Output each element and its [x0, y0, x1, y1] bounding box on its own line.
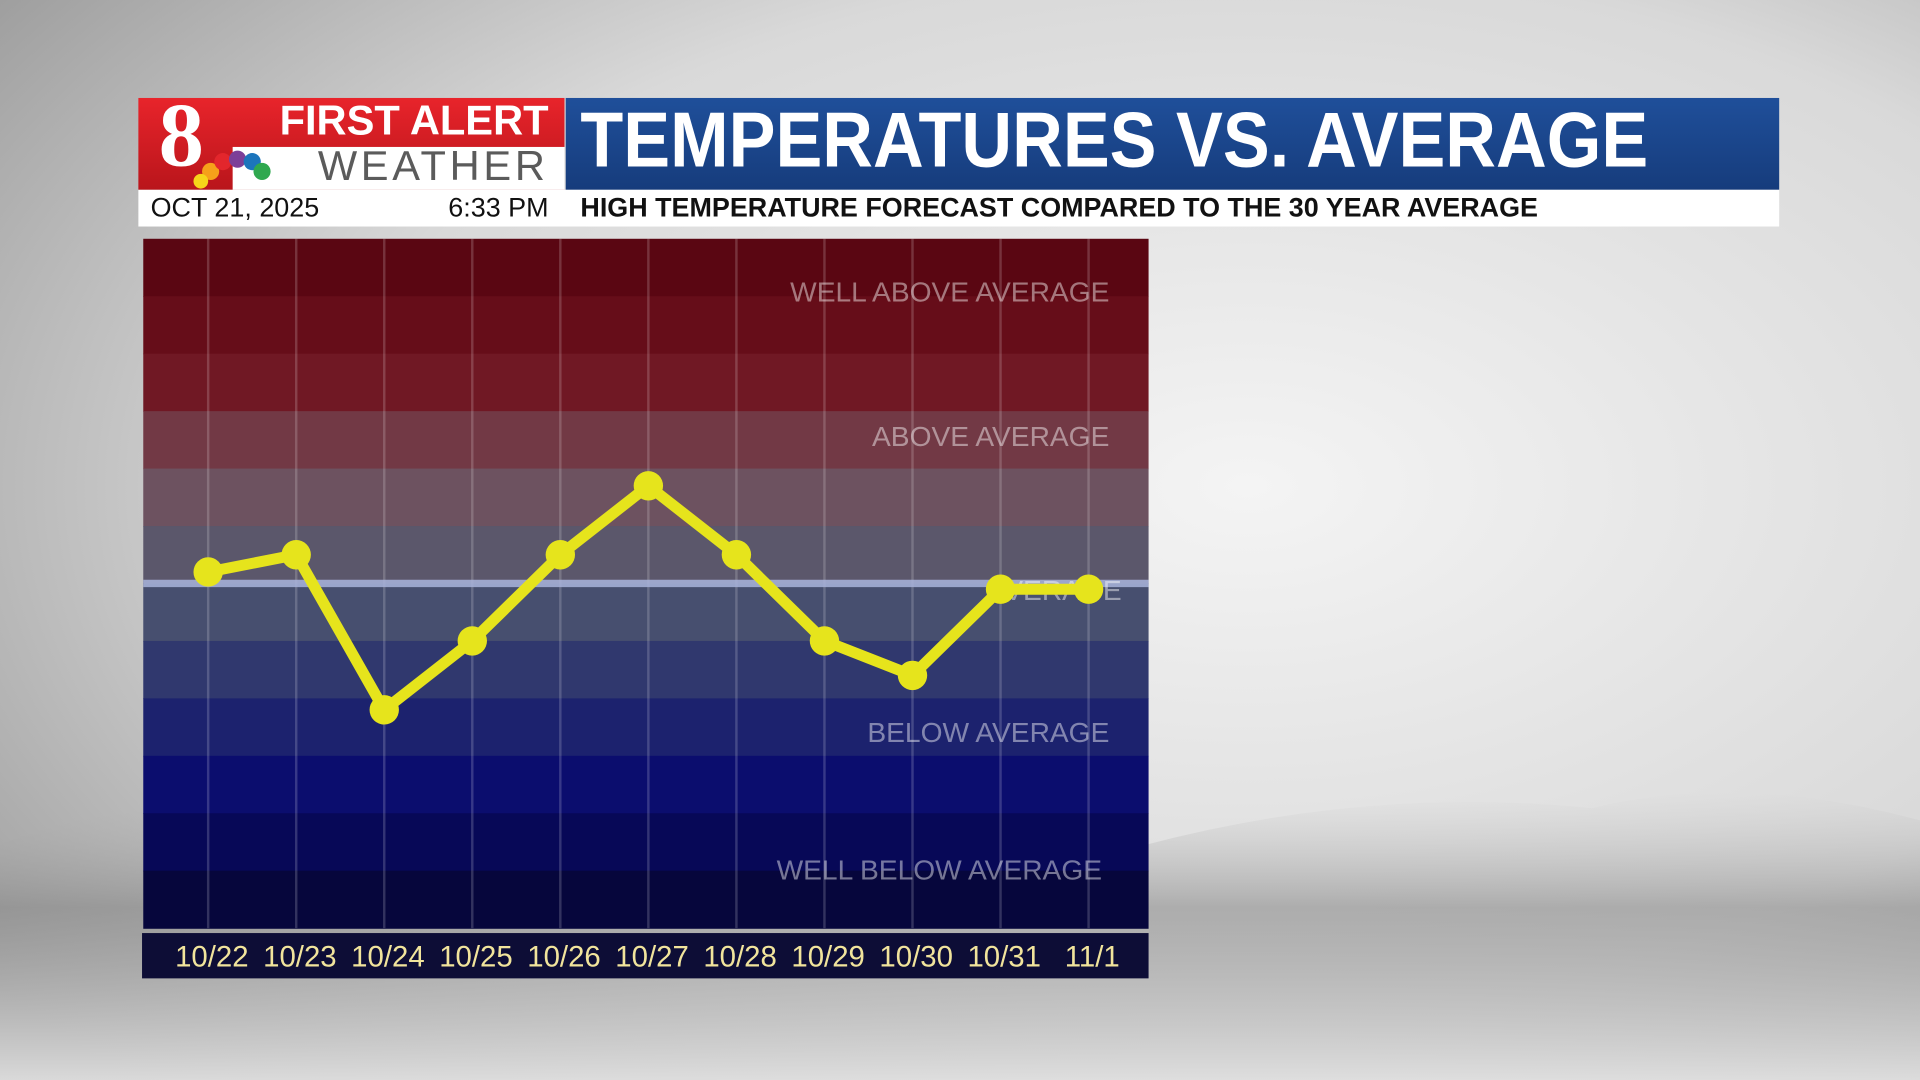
- x-tick-label: 11/1: [1065, 941, 1120, 974]
- x-tick-label: 10/24: [351, 941, 425, 974]
- logo-number: 8: [159, 84, 204, 185]
- band: [143, 238, 1149, 297]
- band: [143, 411, 1149, 470]
- marker: [633, 471, 664, 501]
- band: [143, 755, 1149, 814]
- time: 6:33 PM: [448, 192, 548, 222]
- brand-bottom: WEATHER: [318, 142, 549, 189]
- x-tick-label: 10/22: [175, 941, 249, 974]
- date: OCT 21, 2025: [151, 192, 320, 222]
- marker: [281, 540, 311, 570]
- marker: [545, 540, 576, 570]
- x-tick-label: 10/30: [879, 941, 953, 974]
- brand-top: FIRST ALERT: [280, 97, 549, 144]
- band-label: WELL BELOW AVERAGE: [777, 854, 1102, 885]
- band: [143, 640, 1149, 699]
- band: [143, 296, 1149, 355]
- marker: [721, 540, 752, 570]
- band: [143, 698, 1149, 757]
- chart-title: TEMPERATURES VS. AVERAGE: [580, 95, 1648, 183]
- marker: [193, 557, 223, 587]
- band-label: WELL ABOVE AVERAGE: [790, 276, 1109, 307]
- marker: [369, 695, 399, 725]
- x-axis-strip: [142, 933, 1149, 979]
- x-tick-label: 10/25: [439, 941, 513, 974]
- band-label: BELOW AVERAGE: [867, 717, 1109, 748]
- band: [143, 353, 1149, 412]
- title-bar: [565, 97, 1780, 190]
- info-strip: [138, 189, 1780, 227]
- x-tick-label: 10/31: [967, 941, 1041, 974]
- chart-subtitle: HIGH TEMPERATURE FORECAST COMPARED TO TH…: [580, 192, 1538, 222]
- band: [143, 870, 1149, 929]
- peacock: [193, 150, 271, 189]
- marker: [809, 626, 840, 656]
- x-tick-label: 10/23: [263, 941, 337, 974]
- band-label: ABOVE AVERAGE: [872, 421, 1109, 452]
- brand-white: [232, 146, 565, 190]
- marker: [985, 574, 1016, 604]
- x-tick-label: 10/28: [703, 941, 777, 974]
- marker: [897, 660, 928, 691]
- marker: [1073, 574, 1104, 604]
- marker: [457, 626, 487, 656]
- band: [143, 813, 1149, 872]
- x-tick-label: 10/26: [527, 941, 601, 974]
- x-tick-label: 10/27: [615, 941, 689, 974]
- x-tick-label: 10/29: [791, 941, 865, 974]
